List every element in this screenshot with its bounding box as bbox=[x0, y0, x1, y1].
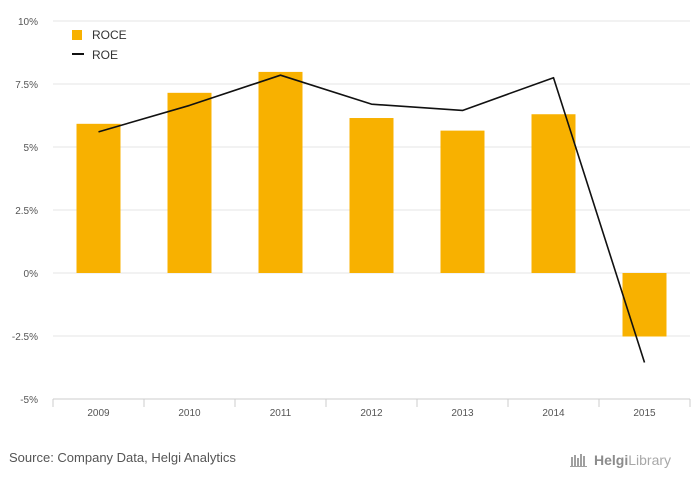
x-tick-label: 2015 bbox=[633, 408, 656, 419]
x-tick-label: 2012 bbox=[360, 408, 383, 419]
x-tick-label: 2011 bbox=[270, 408, 292, 419]
y-tick-label: 7.5% bbox=[15, 80, 38, 91]
x-tick-label: 2014 bbox=[542, 408, 565, 419]
y-tick-label: 10% bbox=[18, 17, 38, 28]
x-tick-label: 2010 bbox=[178, 408, 201, 419]
line-layer bbox=[98, 74, 646, 363]
axis-layer: 10% 7.5% 5% 2.5% 0% -2.5% -5% 2009 2010 2011 2012 2… bbox=[12, 17, 691, 419]
bar-roce bbox=[531, 114, 576, 274]
bar-roce bbox=[258, 71, 303, 274]
brand-logo: Helgi Library bbox=[570, 450, 690, 470]
y-tick-label: -5% bbox=[20, 395, 38, 406]
brand-name-part2: Library bbox=[628, 452, 672, 468]
line-roe bbox=[98, 74, 646, 363]
y-tick-label: 0% bbox=[24, 269, 39, 280]
legend-label-roce: ROCE bbox=[92, 28, 127, 42]
legend: ROCE ROE bbox=[72, 28, 127, 62]
brand-name-part1: Helgi bbox=[594, 452, 629, 468]
y-tick-label: 5% bbox=[24, 143, 39, 154]
bar-roce bbox=[76, 123, 121, 273]
source-note: Source: Company Data, Helgi Analytics bbox=[9, 450, 236, 465]
bar-roce bbox=[440, 130, 485, 273]
x-tick-label: 2013 bbox=[451, 408, 474, 419]
bar-roce bbox=[167, 92, 212, 273]
bar-layer bbox=[76, 71, 667, 337]
library-icon bbox=[570, 454, 587, 467]
legend-swatch-roce bbox=[72, 30, 82, 40]
y-tick-label: -2.5% bbox=[12, 332, 38, 343]
bar-roce bbox=[349, 118, 394, 274]
y-tick-label: 2.5% bbox=[15, 206, 38, 217]
x-tick-label: 2009 bbox=[87, 408, 110, 419]
bar-roce bbox=[622, 273, 667, 337]
legend-label-roe: ROE bbox=[92, 48, 118, 62]
